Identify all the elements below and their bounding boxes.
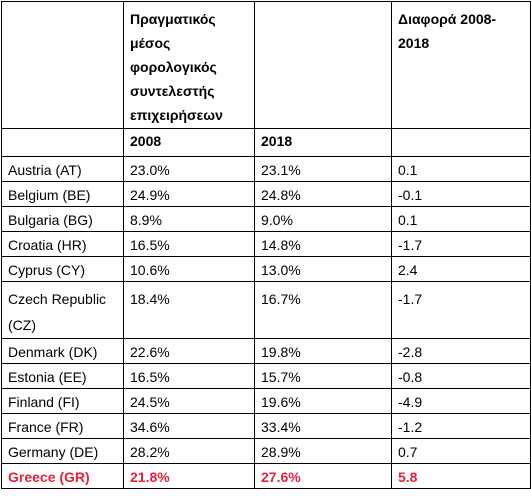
cell-2008: 16.5%: [123, 363, 255, 389]
cell-2008: 34.6%: [123, 413, 255, 439]
table-row: Cyprus (CY) 10.6% 13.0% 2.4: [1, 256, 531, 282]
header-row: Πραγματικός μέσος φορολογικός συντελεστή…: [1, 1, 531, 129]
cell-2008: 21.8%: [123, 463, 255, 489]
cell-country: Austria (AT): [1, 156, 124, 182]
years-row: 2008 2018: [1, 128, 531, 157]
cell-difference: -1.7: [391, 231, 531, 257]
cell-difference: 0.7: [391, 438, 531, 464]
table-row: Czech Republic (CZ) 18.4% 16.7% -1.7: [1, 281, 531, 339]
cell-difference: -0.8: [391, 363, 531, 389]
cell-2008: 16.5%: [123, 231, 255, 257]
cell-2018: 9.0%: [254, 206, 392, 232]
header-tax-rate: Πραγματικός μέσος φορολογικός συντελεστή…: [123, 1, 255, 129]
cell-2008: 28.2%: [123, 438, 255, 464]
cell-2018: 14.8%: [254, 231, 392, 257]
cell-2018: 19.8%: [254, 338, 392, 364]
year-2008: 2008: [123, 128, 255, 157]
table-row: Denmark (DK) 22.6% 19.8% -2.8: [1, 338, 531, 364]
cell-2008: 10.6%: [123, 256, 255, 282]
cell-difference: -1.2: [391, 413, 531, 439]
table-row: Greece (GR) 21.8% 27.6% 5.8: [1, 463, 531, 489]
cell-difference: 2.4: [391, 256, 531, 282]
cell-2008: 8.9%: [123, 206, 255, 232]
cell-2018: 28.9%: [254, 438, 392, 464]
cell-2008: 24.5%: [123, 388, 255, 414]
years-country: [1, 128, 124, 157]
cell-difference: -4.9: [391, 388, 531, 414]
cell-difference: -2.8: [391, 338, 531, 364]
years-diff: [391, 128, 531, 157]
cell-2008: 22.6%: [123, 338, 255, 364]
cell-difference: 0.1: [391, 156, 531, 182]
table-row: Austria (AT) 23.0% 23.1% 0.1: [1, 156, 531, 182]
cell-country: Cyprus (CY): [1, 256, 124, 282]
cell-2018: 33.4%: [254, 413, 392, 439]
table-row: Germany (DE) 28.2% 28.9% 0.7: [1, 438, 531, 464]
cell-2018: 13.0%: [254, 256, 392, 282]
cell-country: Germany (DE): [1, 438, 124, 464]
cell-difference: -1.7: [391, 281, 531, 339]
cell-2008: 23.0%: [123, 156, 255, 182]
cell-difference: 5.8: [391, 463, 531, 489]
cell-2008: 24.9%: [123, 181, 255, 207]
cell-2018: 19.6%: [254, 388, 392, 414]
cell-country: Bulgaria (BG): [1, 206, 124, 232]
cell-country: Finland (FI): [1, 388, 124, 414]
header-country: [1, 1, 124, 129]
year-2018: 2018: [254, 128, 392, 157]
table-row: Belgium (BE) 24.9% 24.8% -0.1: [1, 181, 531, 207]
table-row: Finland (FI) 24.5% 19.6% -4.9: [1, 388, 531, 414]
cell-difference: 0.1: [391, 206, 531, 232]
cell-country: Denmark (DK): [1, 338, 124, 364]
cell-2018: 16.7%: [254, 281, 392, 339]
cell-country: France (FR): [1, 413, 124, 439]
table-row: Estonia (EE) 16.5% 15.7% -0.8: [1, 363, 531, 389]
cell-2018: 15.7%: [254, 363, 392, 389]
cell-country: Estonia (EE): [1, 363, 124, 389]
table-row: France (FR) 34.6% 33.4% -1.2: [1, 413, 531, 439]
header-difference: Διαφορά 2008-2018: [391, 1, 531, 129]
tax-rate-table: Πραγματικός μέσος φορολογικός συντελεστή…: [1, 1, 531, 489]
table-row: Bulgaria (BG) 8.9% 9.0% 0.1: [1, 206, 531, 232]
cell-country: Czech Republic (CZ): [1, 281, 124, 339]
cell-country: Belgium (BE): [1, 181, 124, 207]
cell-country: Greece (GR): [1, 463, 124, 489]
cell-2018: 23.1%: [254, 156, 392, 182]
cell-2008: 18.4%: [123, 281, 255, 339]
cell-country: Croatia (HR): [1, 231, 124, 257]
cell-2018: 27.6%: [254, 463, 392, 489]
cell-2018: 24.8%: [254, 181, 392, 207]
cell-difference: -0.1: [391, 181, 531, 207]
table-row: Croatia (HR) 16.5% 14.8% -1.7: [1, 231, 531, 257]
header-empty: [254, 1, 392, 129]
